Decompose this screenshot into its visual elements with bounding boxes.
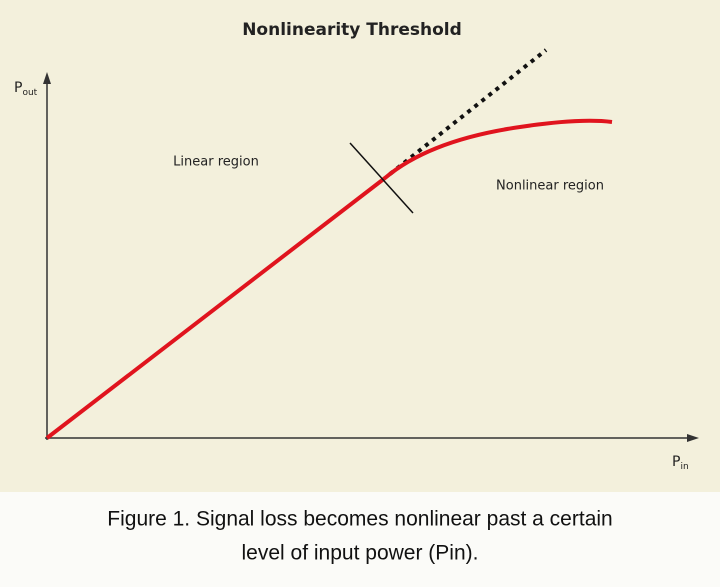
chart-background bbox=[0, 0, 720, 492]
caption-line: Figure 1. Signal loss becomes nonlinear … bbox=[107, 508, 612, 531]
response-curve bbox=[45, 118, 613, 440]
linear-extrapolation bbox=[388, 48, 548, 176]
caption-line: level of input power (Pin). bbox=[242, 542, 479, 565]
y-axis-label: Pout bbox=[14, 80, 38, 98]
threshold-marker bbox=[349, 142, 414, 214]
region-label: Nonlinear region bbox=[496, 179, 604, 194]
title: Nonlinearity Threshold bbox=[242, 20, 462, 40]
y-axis-arrow bbox=[43, 72, 51, 84]
region-label: Linear region bbox=[173, 155, 259, 170]
x-axis-arrow bbox=[687, 434, 699, 442]
x-axis-label: Pin bbox=[672, 454, 689, 472]
caption-background bbox=[0, 492, 720, 583]
